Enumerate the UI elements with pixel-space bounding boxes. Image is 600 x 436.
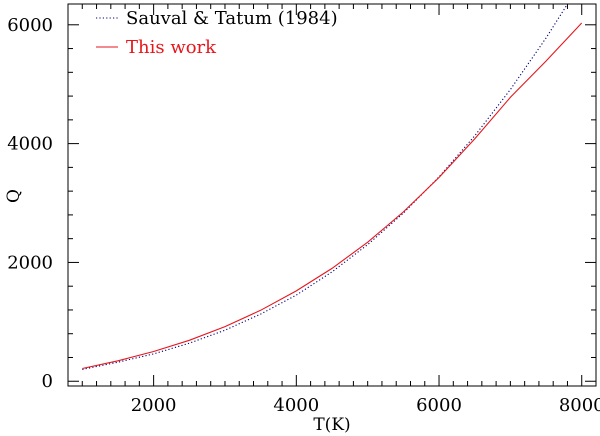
x-tick-label: 6000 xyxy=(416,395,462,416)
major-ticks xyxy=(68,4,596,386)
series-sauval-tatum-line xyxy=(82,4,569,370)
x-tick-label: 2000 xyxy=(131,395,177,416)
y-axis-label: Q xyxy=(4,189,24,203)
tick-labels: 2000 4000 6000 8000 0 2000 4000 6000 xyxy=(7,15,600,416)
series-lines xyxy=(82,4,583,370)
x-axis-label: T(K) xyxy=(313,415,350,435)
legend: Sauval & Tatum (1984) This work xyxy=(96,8,338,58)
plot-frame xyxy=(67,3,597,387)
series-this-work-line xyxy=(82,22,583,370)
legend-label: Sauval & Tatum (1984) xyxy=(126,8,338,29)
legend-label: This work xyxy=(126,37,217,58)
x-tick-label: 4000 xyxy=(273,395,319,416)
y-tick-label: 0 xyxy=(42,371,53,392)
y-tick-label: 6000 xyxy=(7,15,53,36)
minor-ticks xyxy=(67,4,597,386)
y-tick-label: 2000 xyxy=(7,252,53,273)
y-tick-label: 4000 xyxy=(7,134,53,155)
x-tick-label: 8000 xyxy=(559,395,600,416)
